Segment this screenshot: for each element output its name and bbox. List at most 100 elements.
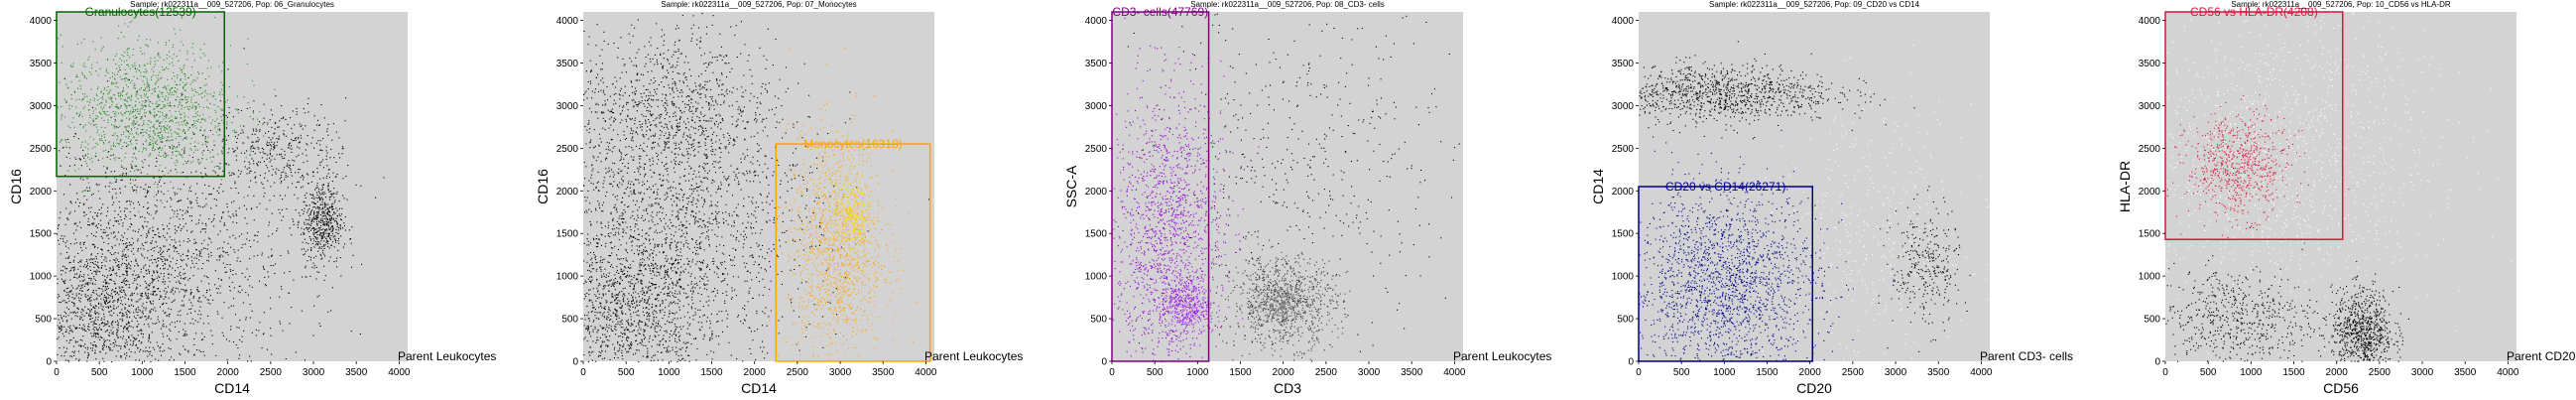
data-point (118, 231, 120, 233)
data-point (315, 278, 317, 280)
data-point (260, 161, 262, 163)
data-point (88, 187, 90, 189)
data-point (174, 239, 176, 241)
data-point (203, 205, 205, 207)
data-point (309, 194, 311, 196)
data-point (91, 161, 93, 163)
data-point (158, 135, 160, 137)
data-point (182, 214, 184, 216)
data-point (140, 247, 142, 249)
data-point (188, 299, 190, 301)
data-point (178, 280, 180, 282)
data-point (94, 310, 96, 312)
data-point (141, 341, 143, 343)
data-point (335, 193, 337, 195)
data-point (675, 161, 676, 163)
data-point (161, 131, 163, 133)
data-point (128, 263, 130, 265)
data-point (611, 110, 613, 112)
data-point (128, 305, 130, 307)
data-point (263, 267, 265, 269)
data-point (236, 222, 238, 224)
data-point (164, 236, 166, 238)
data-point (309, 239, 311, 241)
data-point (282, 330, 284, 332)
data-point (152, 346, 154, 348)
data-point (247, 294, 249, 296)
data-point (112, 101, 114, 103)
data-point (83, 63, 85, 65)
data-point (103, 229, 105, 231)
data-point (67, 141, 69, 143)
data-point (124, 346, 126, 348)
data-point (279, 296, 281, 298)
data-point (139, 169, 141, 171)
x-tick-label: 2000 (217, 367, 240, 378)
data-point (164, 115, 166, 117)
data-point (168, 297, 170, 299)
data-point (169, 101, 171, 103)
data-point (167, 273, 169, 275)
data-point (146, 84, 148, 86)
data-point (140, 293, 142, 295)
data-point (216, 259, 218, 261)
data-point (117, 127, 119, 129)
data-point (181, 113, 183, 115)
data-point (179, 144, 181, 146)
data-point (126, 271, 128, 273)
data-point (222, 255, 224, 257)
data-point (147, 85, 149, 87)
data-point (119, 287, 121, 289)
data-point (161, 296, 163, 298)
data-point (163, 104, 165, 106)
data-point (158, 232, 160, 234)
data-point (215, 131, 217, 133)
data-point (135, 148, 137, 150)
data-point (58, 327, 60, 329)
data-point (130, 265, 132, 267)
data-point (274, 128, 276, 130)
data-point (152, 247, 154, 249)
data-point (186, 121, 188, 123)
data-point (338, 200, 340, 202)
data-point (126, 130, 128, 132)
data-point (212, 170, 214, 172)
data-point (79, 271, 81, 273)
data-point (605, 336, 607, 338)
data-point (725, 291, 727, 293)
data-point (301, 310, 303, 312)
data-point (638, 169, 640, 171)
data-point (271, 155, 273, 157)
data-point (132, 247, 134, 249)
data-point (268, 137, 270, 139)
data-point (135, 301, 137, 303)
data-point (322, 228, 324, 230)
data-point (665, 123, 667, 125)
data-point (312, 171, 314, 173)
data-point (91, 67, 93, 68)
data-point (80, 294, 82, 296)
data-point (219, 255, 221, 257)
data-point (85, 130, 87, 132)
data-point (153, 196, 155, 198)
data-point (170, 339, 172, 341)
data-point (235, 344, 237, 346)
data-point (86, 187, 88, 189)
data-point (151, 68, 153, 70)
data-point (715, 245, 717, 247)
data-point (190, 87, 192, 89)
data-point (130, 295, 132, 297)
data-point (110, 155, 112, 157)
data-point (624, 166, 626, 168)
data-point (156, 161, 158, 163)
data-point (316, 234, 318, 236)
data-point (286, 135, 288, 137)
data-point (325, 228, 327, 230)
data-point (137, 274, 139, 276)
data-point (141, 53, 143, 55)
data-point (116, 334, 118, 336)
data-point (691, 178, 693, 180)
data-point (95, 126, 97, 128)
data-point (171, 322, 173, 324)
data-point (336, 209, 338, 211)
